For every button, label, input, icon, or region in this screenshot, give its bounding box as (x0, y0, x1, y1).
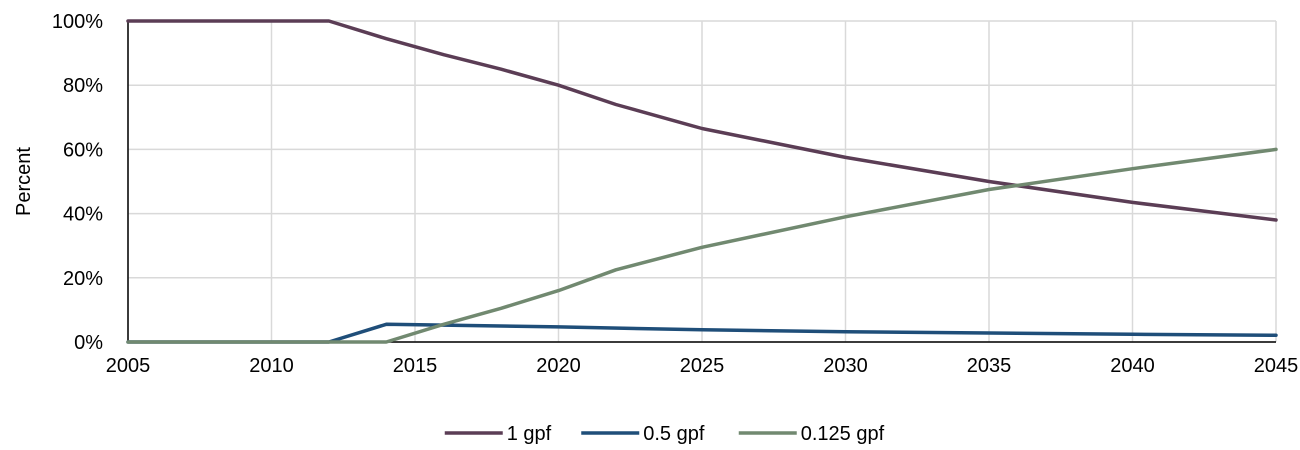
legend: 1 gpf 0.5 gpf 0.125 gpf (444, 423, 885, 445)
series-line-2 (126, 147, 1278, 344)
legend-label-2: 0.125 gpf (801, 423, 885, 445)
y-tick-label: 60% (63, 139, 103, 161)
x-tick-label: 2040 (1110, 355, 1155, 377)
x-tick-label: 2030 (823, 355, 868, 377)
x-tick-label: 2020 (536, 355, 581, 377)
x-tick-label: 2005 (106, 355, 151, 377)
y-tick-label: 0% (74, 332, 103, 354)
series-line-1 (126, 322, 1278, 344)
legend-label-1: 0.5 gpf (643, 423, 705, 445)
x-tick-label: 2035 (967, 355, 1012, 377)
y-tick-label: 20% (63, 268, 103, 290)
legend-label-0: 1 gpf (507, 423, 552, 445)
x-tick-label: 2010 (249, 355, 294, 377)
y-tick-label: 80% (63, 75, 103, 97)
gridlines (127, 20, 1277, 343)
x-tick-label: 2015 (393, 355, 438, 377)
y-tick-label: 40% (63, 204, 103, 226)
y-tick-label: 100% (52, 11, 103, 33)
y-axis-title: Percent (13, 147, 35, 216)
series-lines (126, 19, 1278, 344)
x-tick-label: 2045 (1254, 355, 1299, 377)
y-tick-labels: 0% 20% 40% 60% 80% 100% (52, 11, 103, 354)
x-tick-labels: 2005 2010 2015 2020 2025 2030 2035 2040 2045 (106, 355, 1299, 377)
x-tick-label: 2025 (680, 355, 725, 377)
